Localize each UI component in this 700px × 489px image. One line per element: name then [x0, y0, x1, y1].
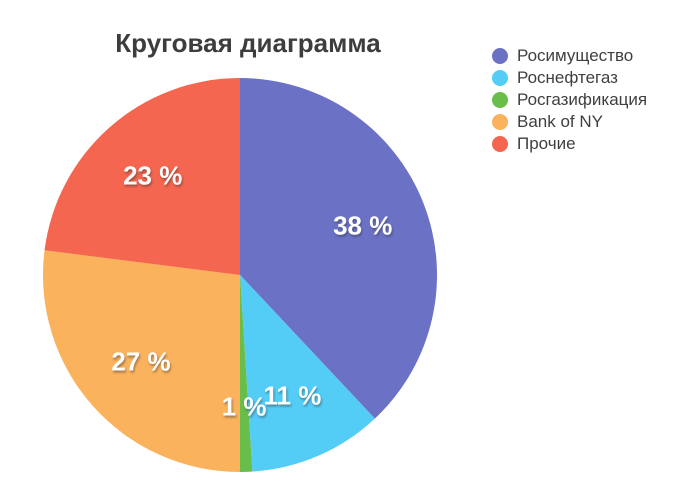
legend-label: Росгазификация: [517, 90, 648, 109]
pie-chart[interactable]: [43, 78, 437, 472]
legend-label: Прочие: [517, 134, 576, 153]
legend-label: Bank of NY: [517, 112, 603, 131]
legend-marker-icon: [492, 92, 508, 108]
legend: Росимущество Роснефтегаз Росгазификация Ban…: [492, 45, 647, 155]
pie-slice-5[interactable]: [44, 78, 240, 275]
pie-slice-3[interactable]: [240, 275, 253, 472]
legend-marker-icon: [492, 48, 508, 64]
legend-item[interactable]: Роснефтегаз: [492, 67, 647, 89]
pie-slice-2[interactable]: [240, 275, 375, 472]
legend-item[interactable]: Росгазификация: [492, 89, 647, 111]
legend-label: Росимущество: [517, 46, 634, 65]
legend-item[interactable]: Bank of NY: [492, 111, 647, 133]
chart-title: Круговая диаграмма: [115, 28, 381, 58]
legend-label: Роснефтегаз: [517, 68, 618, 87]
pie-slice-4[interactable]: [43, 250, 240, 472]
legend-marker-icon: [492, 136, 508, 152]
legend-marker-icon: [492, 114, 508, 130]
legend-marker-icon: [492, 70, 508, 86]
pie-slice-1[interactable]: [240, 78, 437, 419]
legend-item[interactable]: Росимущество: [492, 45, 647, 67]
legend-item[interactable]: Прочие: [492, 133, 647, 155]
